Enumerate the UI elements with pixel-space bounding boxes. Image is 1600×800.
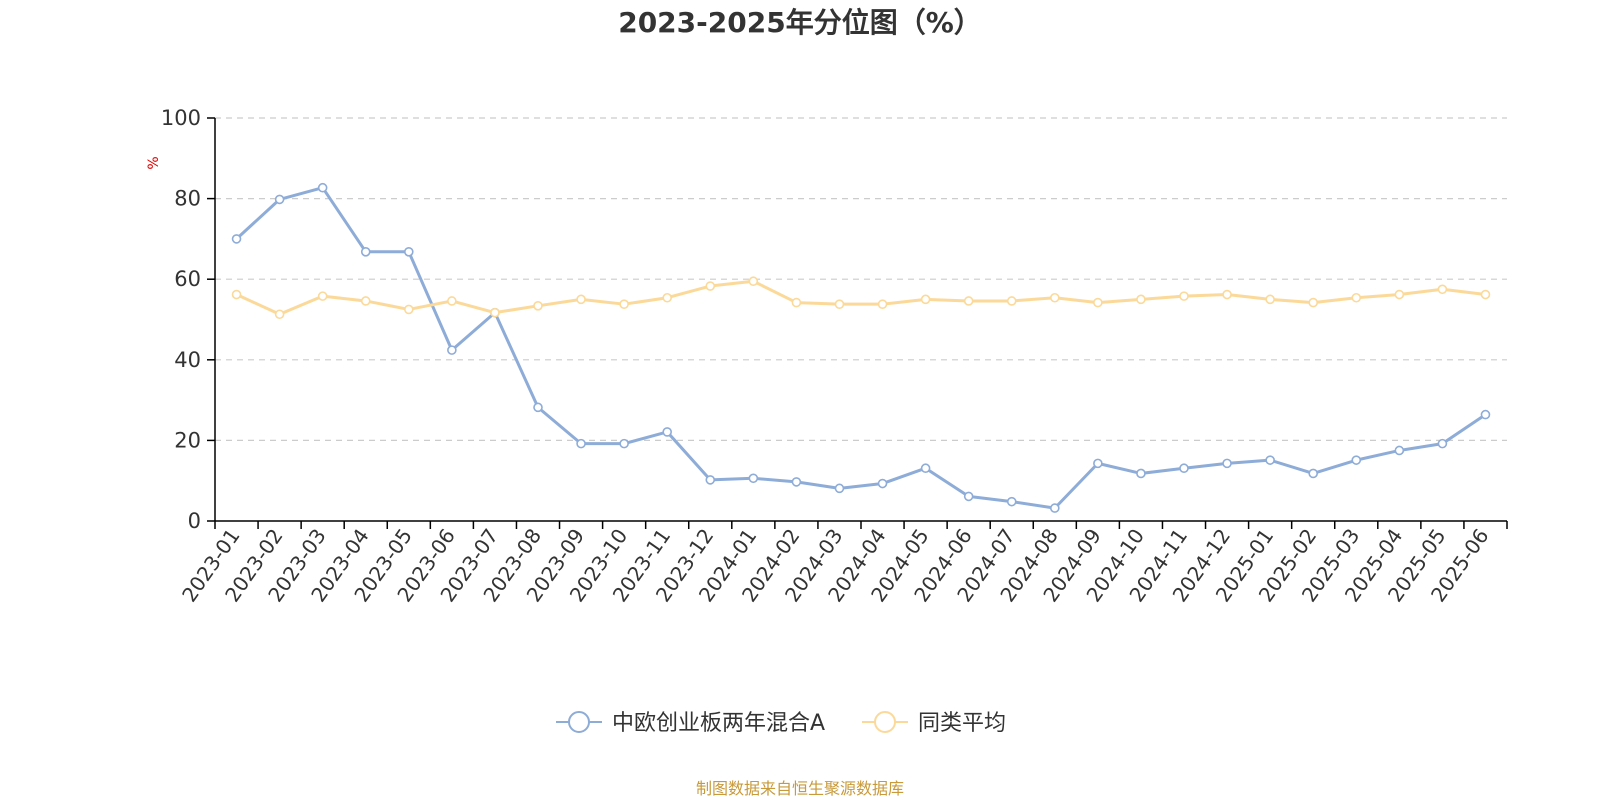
data-point[interactable] — [1437, 284, 1448, 295]
data-point[interactable] — [1093, 297, 1103, 308]
data-source-note: 制图数据来自恒生聚源数据库 — [696, 779, 904, 798]
legend-item-1[interactable]: 同类平均 — [862, 711, 1006, 736]
grid-layer — [215, 117, 1507, 441]
data-point[interactable] — [403, 246, 414, 257]
data-point[interactable] — [1265, 294, 1275, 305]
data-point[interactable] — [1136, 468, 1146, 479]
legend: 中欧创业板两年混合A 同类平均 — [556, 711, 1006, 736]
data-point[interactable] — [1394, 445, 1405, 456]
series-1 — [231, 276, 1491, 320]
y-tick-label: 100 — [161, 106, 201, 130]
data-point[interactable] — [533, 300, 543, 311]
data-point[interactable] — [1179, 463, 1189, 474]
series-line — [235, 279, 1486, 316]
y-tick-label: 0 — [188, 509, 201, 533]
data-point[interactable] — [619, 299, 629, 309]
data-point[interactable] — [748, 276, 759, 287]
data-point[interactable] — [1050, 503, 1060, 513]
data-point[interactable] — [360, 296, 371, 306]
data-point[interactable] — [360, 246, 371, 257]
data-point[interactable] — [231, 234, 242, 244]
data-point[interactable] — [1222, 458, 1232, 469]
data-point[interactable] — [447, 345, 457, 355]
data-point[interactable] — [1179, 291, 1189, 301]
legend-marker-icon — [874, 711, 896, 733]
y-axis-unit-label: % — [146, 156, 162, 169]
data-point[interactable] — [705, 281, 716, 291]
data-point[interactable] — [920, 463, 931, 474]
data-point[interactable] — [1480, 289, 1491, 300]
data-point[interactable] — [576, 438, 586, 449]
data-point[interactable] — [447, 296, 457, 306]
data-point[interactable] — [1006, 296, 1017, 306]
data-point[interactable] — [403, 304, 414, 315]
data-point[interactable] — [1437, 438, 1448, 449]
data-point[interactable] — [791, 477, 802, 487]
data-point[interactable] — [920, 294, 931, 305]
y-tick-label: 40 — [174, 348, 201, 372]
series-layer — [231, 182, 1491, 513]
data-point[interactable] — [490, 307, 500, 318]
data-point[interactable] — [1093, 458, 1103, 469]
data-point[interactable] — [317, 291, 328, 301]
data-point[interactable] — [1351, 292, 1362, 303]
data-point[interactable] — [662, 427, 673, 437]
legend-label: 中欧创业板两年混合A — [612, 711, 825, 736]
data-point[interactable] — [1308, 297, 1318, 308]
data-point[interactable] — [963, 296, 974, 306]
data-point[interactable] — [1351, 455, 1362, 465]
data-point[interactable] — [662, 292, 673, 303]
data-point[interactable] — [231, 289, 242, 300]
data-point[interactable] — [274, 309, 285, 320]
data-point[interactable] — [705, 475, 716, 485]
data-point[interactable] — [1050, 292, 1060, 303]
data-point[interactable] — [317, 182, 328, 193]
data-point[interactable] — [533, 402, 543, 413]
data-point[interactable] — [1222, 289, 1232, 300]
y-tick-label: 60 — [174, 267, 201, 291]
data-point[interactable] — [619, 438, 629, 449]
legend-marker-icon — [568, 711, 590, 733]
y-tick-label: 20 — [174, 428, 201, 452]
data-point[interactable] — [877, 299, 888, 309]
data-point[interactable] — [834, 299, 845, 309]
data-point[interactable] — [1394, 289, 1405, 300]
chart-title: 2023-2025年分位图（%） — [618, 6, 982, 39]
data-point[interactable] — [1480, 409, 1491, 420]
data-point[interactable] — [1136, 294, 1146, 305]
series-line — [235, 186, 1487, 510]
data-point[interactable] — [877, 478, 888, 489]
data-point[interactable] — [274, 194, 285, 205]
data-point[interactable] — [791, 297, 802, 308]
series-0 — [231, 182, 1491, 513]
legend-item-0[interactable]: 中欧创业板两年混合A — [556, 711, 825, 736]
data-point[interactable] — [963, 491, 974, 502]
data-point[interactable] — [748, 473, 759, 484]
data-point[interactable] — [576, 294, 586, 305]
data-point[interactable] — [1308, 468, 1318, 479]
y-tick-label: 80 — [174, 187, 201, 211]
data-point[interactable] — [1265, 455, 1275, 465]
data-point[interactable] — [834, 483, 845, 494]
legend-label: 同类平均 — [918, 711, 1006, 736]
data-point[interactable] — [1006, 496, 1017, 507]
axis-layer: 0204060801002023-012023-022023-032023-04… — [161, 106, 1508, 606]
